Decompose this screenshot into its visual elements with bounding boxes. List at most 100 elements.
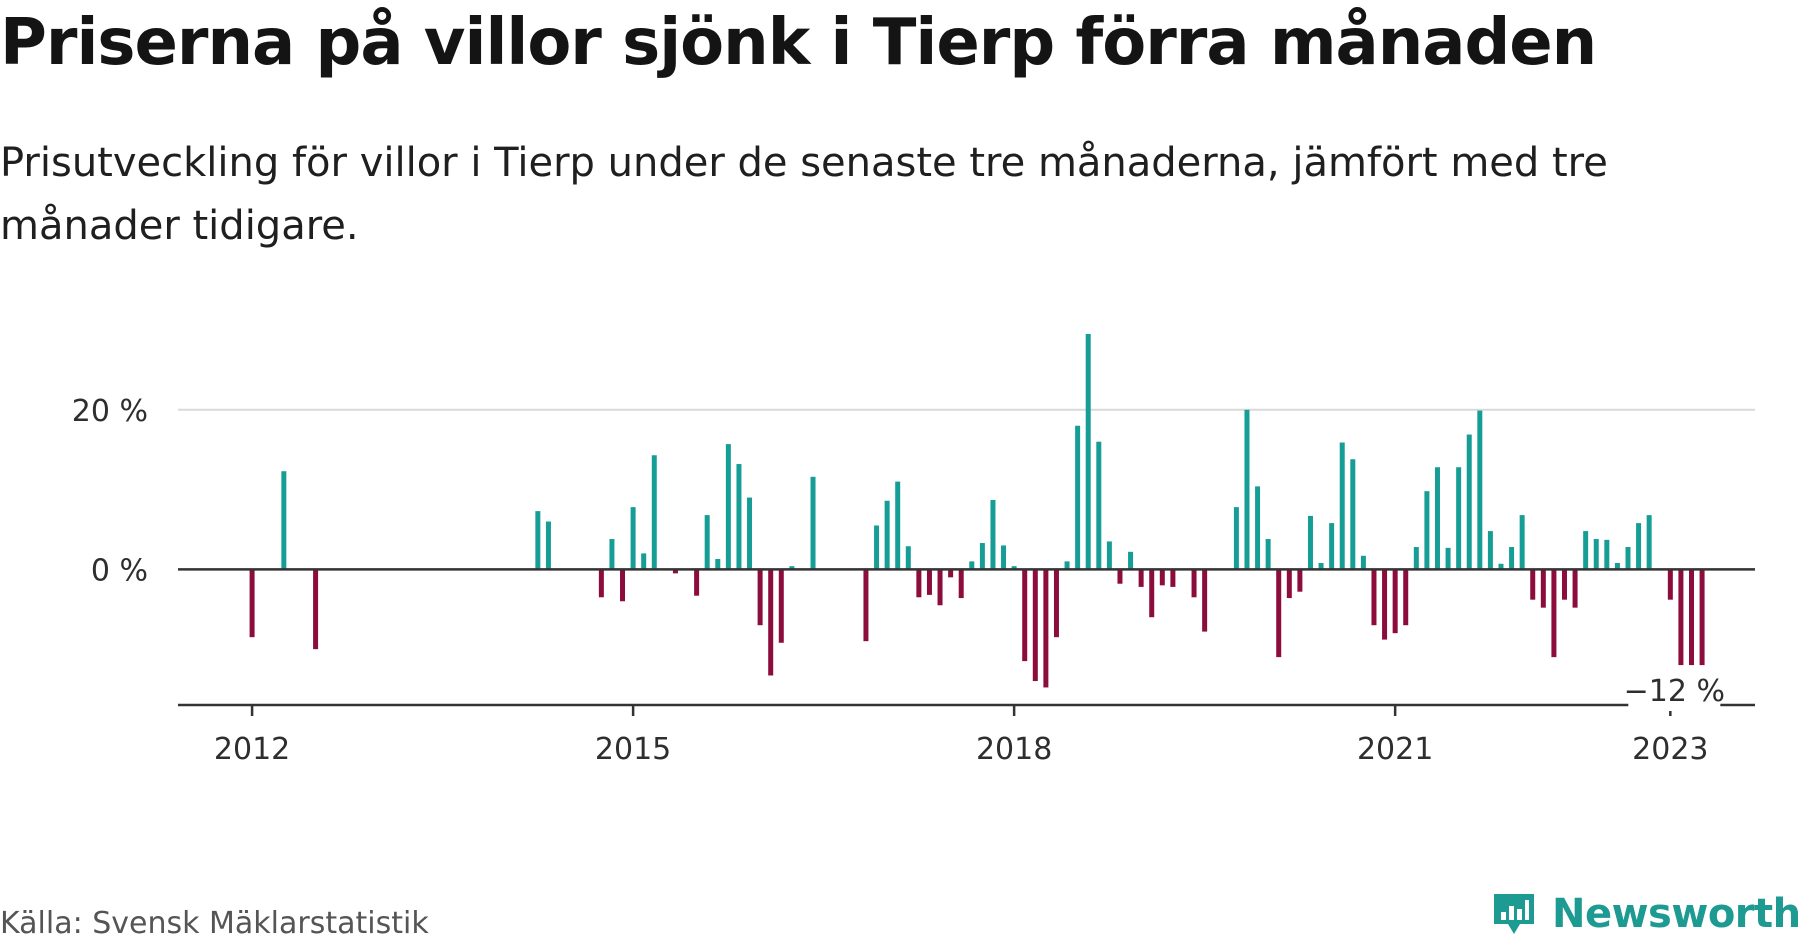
bar-negative — [1043, 569, 1049, 688]
bar-positive — [810, 476, 816, 570]
bar-positive — [1350, 459, 1356, 570]
bar-negative — [1689, 569, 1694, 666]
bar-negative — [1392, 569, 1398, 634]
bar-negative — [1149, 569, 1155, 618]
bar-negative — [1032, 569, 1038, 682]
bar-positive — [1096, 441, 1102, 570]
newsworthy-logo-icon — [1494, 894, 1534, 934]
bar-positive — [990, 499, 996, 570]
bar-positive — [715, 558, 721, 570]
chart-title: Priserna på villor sjönk i Tierp förra m… — [0, 6, 1597, 80]
bar-negative — [1276, 569, 1282, 658]
bars — [249, 333, 1705, 688]
bar-positive — [1614, 562, 1620, 570]
bar-positive — [651, 455, 657, 570]
bar-negative — [948, 569, 954, 578]
bar-negative — [1191, 569, 1197, 598]
bar-positive — [979, 543, 985, 570]
bar-negative — [694, 569, 700, 596]
bar-positive — [884, 500, 890, 570]
bar-positive — [1307, 515, 1313, 570]
bar-positive — [1509, 547, 1515, 570]
bar-positive — [736, 464, 742, 570]
bar-positive — [1625, 547, 1631, 570]
bar-negative — [757, 569, 763, 626]
x-tick-label: 2023 — [1632, 732, 1708, 767]
bar-positive — [641, 553, 647, 570]
bar-negative — [1170, 569, 1176, 587]
bar-positive — [1085, 333, 1091, 570]
bar-negative — [1371, 569, 1377, 626]
bar-negative — [1138, 569, 1144, 587]
bar-negative — [926, 569, 932, 595]
bar-positive — [1636, 523, 1642, 570]
bar-positive — [1413, 547, 1419, 570]
bar-positive — [609, 539, 615, 570]
bar-positive — [1498, 563, 1504, 570]
bar-positive — [1646, 515, 1652, 570]
y-tick-label: 20 % — [72, 394, 148, 429]
bar-positive — [281, 471, 287, 570]
bar-positive — [1360, 555, 1366, 570]
brand-logo[interactable]: Newsworthy — [1490, 886, 1800, 942]
chart-subtitle: Prisutveckling för villor i Tierp under … — [0, 140, 1608, 249]
bar-negative — [1530, 569, 1536, 600]
bar-negative — [620, 569, 626, 602]
bar-negative — [863, 569, 869, 642]
bar-positive — [1456, 467, 1462, 570]
bar-positive — [704, 515, 710, 570]
source-note: Källa: Svensk Mäklarstatistik — [0, 906, 429, 941]
bar-negative — [598, 569, 604, 598]
bar-positive — [1011, 566, 1017, 570]
bar-negative — [937, 569, 943, 606]
bar-negative — [1540, 569, 1546, 608]
bar-positive — [1244, 409, 1250, 570]
bar-positive — [1434, 467, 1440, 570]
bar-positive — [545, 521, 551, 570]
y-tick-label: 0 % — [91, 553, 148, 588]
bar-negative — [1403, 569, 1409, 626]
bar-negative — [1551, 569, 1557, 658]
bar-negative — [958, 569, 964, 599]
bar-negative — [1286, 569, 1292, 599]
bar-negative — [768, 569, 774, 676]
bar-positive — [874, 525, 880, 570]
bar-positive — [1583, 531, 1589, 570]
bar-negative — [1053, 569, 1059, 638]
x-tick-label: 2018 — [976, 732, 1052, 767]
axis-labels: 0 % 20 % 2012 2015 2018 2021 2023 −12 % — [72, 394, 1725, 767]
bar-positive — [747, 497, 753, 570]
bar-positive — [1519, 515, 1525, 570]
annotation-background — [1628, 671, 1721, 711]
bar-negative — [778, 569, 784, 643]
bar-positive — [1255, 486, 1261, 570]
bar-positive — [1445, 547, 1451, 570]
bar-negative — [1297, 569, 1303, 592]
bar-negative — [672, 569, 678, 574]
x-tick-label: 2015 — [595, 732, 671, 767]
bar-positive — [535, 511, 541, 570]
x-tick-label: 2021 — [1357, 732, 1433, 767]
bar-negative — [1699, 569, 1705, 666]
bar-negative — [313, 569, 319, 650]
bar-negative — [916, 569, 922, 598]
bar-positive — [1424, 491, 1430, 570]
bar-positive — [1064, 561, 1070, 570]
bar-positive — [1604, 539, 1610, 570]
bar-positive — [1106, 541, 1112, 570]
bar-negative — [1561, 569, 1567, 600]
bar-negative — [249, 569, 255, 638]
bar-positive — [895, 481, 901, 570]
bar-positive — [725, 444, 731, 570]
bar-positive — [1329, 523, 1335, 570]
bar-positive — [1233, 507, 1239, 570]
bar-positive — [1128, 551, 1134, 570]
bar-positive — [1339, 442, 1345, 570]
bar-negative — [1667, 569, 1673, 600]
bar-positive — [1001, 545, 1007, 570]
bar-positive — [1593, 539, 1599, 570]
bar-positive — [1075, 425, 1081, 570]
bar-positive — [1265, 539, 1271, 570]
bar-positive — [1318, 562, 1324, 570]
bar-negative — [1678, 569, 1684, 666]
